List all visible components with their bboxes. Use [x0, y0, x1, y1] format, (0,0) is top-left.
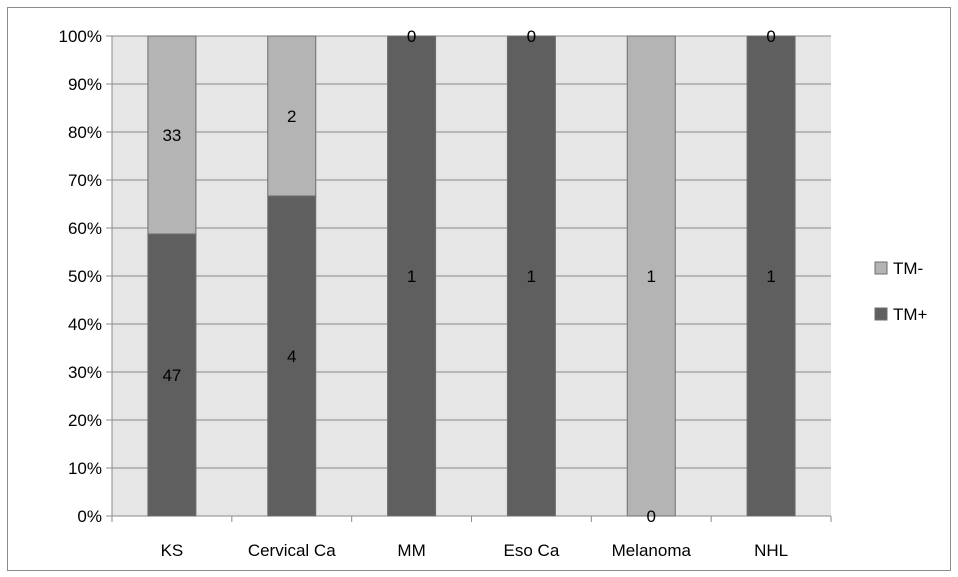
data-label: 1 [527, 267, 536, 286]
x-category-label: KS [161, 541, 184, 560]
y-tick-label: 20% [68, 411, 102, 430]
x-category-label: MM [397, 541, 425, 560]
bar-segment-tm- [746, 35, 796, 517]
x-category-label: Eso Ca [504, 541, 560, 560]
x-category-label: Melanoma [612, 541, 692, 560]
bar-segment-tm- [626, 35, 676, 517]
y-tick-label: 90% [68, 75, 102, 94]
bar-segment-tm- [267, 35, 317, 197]
data-label: 0 [766, 27, 775, 46]
y-tick-label: 70% [68, 171, 102, 190]
y-tick-label: 10% [68, 459, 102, 478]
legend-label: TM+ [893, 305, 928, 324]
data-label: 0 [527, 27, 536, 46]
data-label: 33 [162, 126, 181, 145]
data-label: 1 [407, 267, 416, 286]
plot-area [112, 35, 831, 516]
data-label: 2 [287, 107, 296, 126]
legend-swatch [874, 261, 888, 275]
y-tick-label: 80% [68, 123, 102, 142]
legend-swatch [874, 307, 888, 321]
x-category-label: NHL [754, 541, 788, 560]
bar-segment-tm- [387, 35, 437, 517]
y-tick-label: 0% [77, 507, 102, 526]
y-tick-label: 50% [68, 267, 102, 286]
bar-segment-tm- [506, 35, 556, 517]
data-label: 0 [407, 27, 416, 46]
data-labels: 47 33 4 2 1 0 1 0 0 1 1 0 [162, 27, 775, 526]
y-tick-label: 60% [68, 219, 102, 238]
bar-segment-tm- [147, 35, 197, 235]
data-label: 1 [766, 267, 775, 286]
data-label: 0 [647, 507, 656, 526]
legend: TM- TM+ [874, 259, 928, 324]
bar-segment-tm- [267, 195, 317, 517]
data-label: 47 [162, 366, 181, 385]
legend-label: TM- [893, 259, 923, 278]
bar-segment-tm- [147, 233, 197, 517]
data-label: 1 [647, 267, 656, 286]
x-category-label: Cervical Ca [248, 541, 336, 560]
y-tick-label: 100% [59, 27, 102, 46]
y-tick-label: 30% [68, 363, 102, 382]
data-label: 4 [287, 347, 296, 366]
axes: 0% 10% 20% 30% 40% 50% 60% 70% 80% 90% 100% KS Cervi… [59, 27, 832, 560]
y-tick-label: 40% [68, 315, 102, 334]
bars [147, 35, 796, 517]
